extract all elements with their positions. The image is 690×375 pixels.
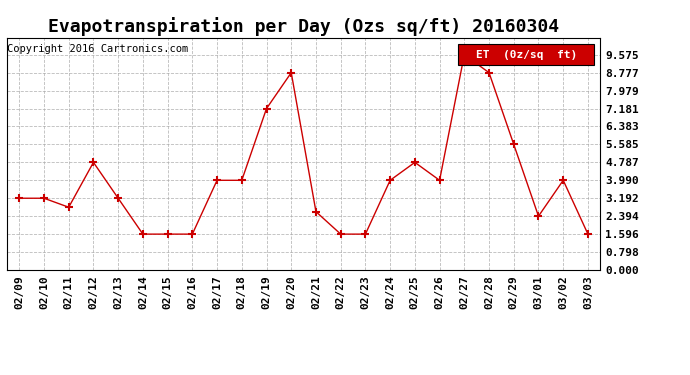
Text: ET  (0z/sq  ft): ET (0z/sq ft) (475, 50, 577, 60)
Title: Evapotranspiration per Day (Ozs sq/ft) 20160304: Evapotranspiration per Day (Ozs sq/ft) 2… (48, 17, 559, 36)
FancyBboxPatch shape (458, 45, 594, 65)
Text: Copyright 2016 Cartronics.com: Copyright 2016 Cartronics.com (8, 45, 189, 54)
